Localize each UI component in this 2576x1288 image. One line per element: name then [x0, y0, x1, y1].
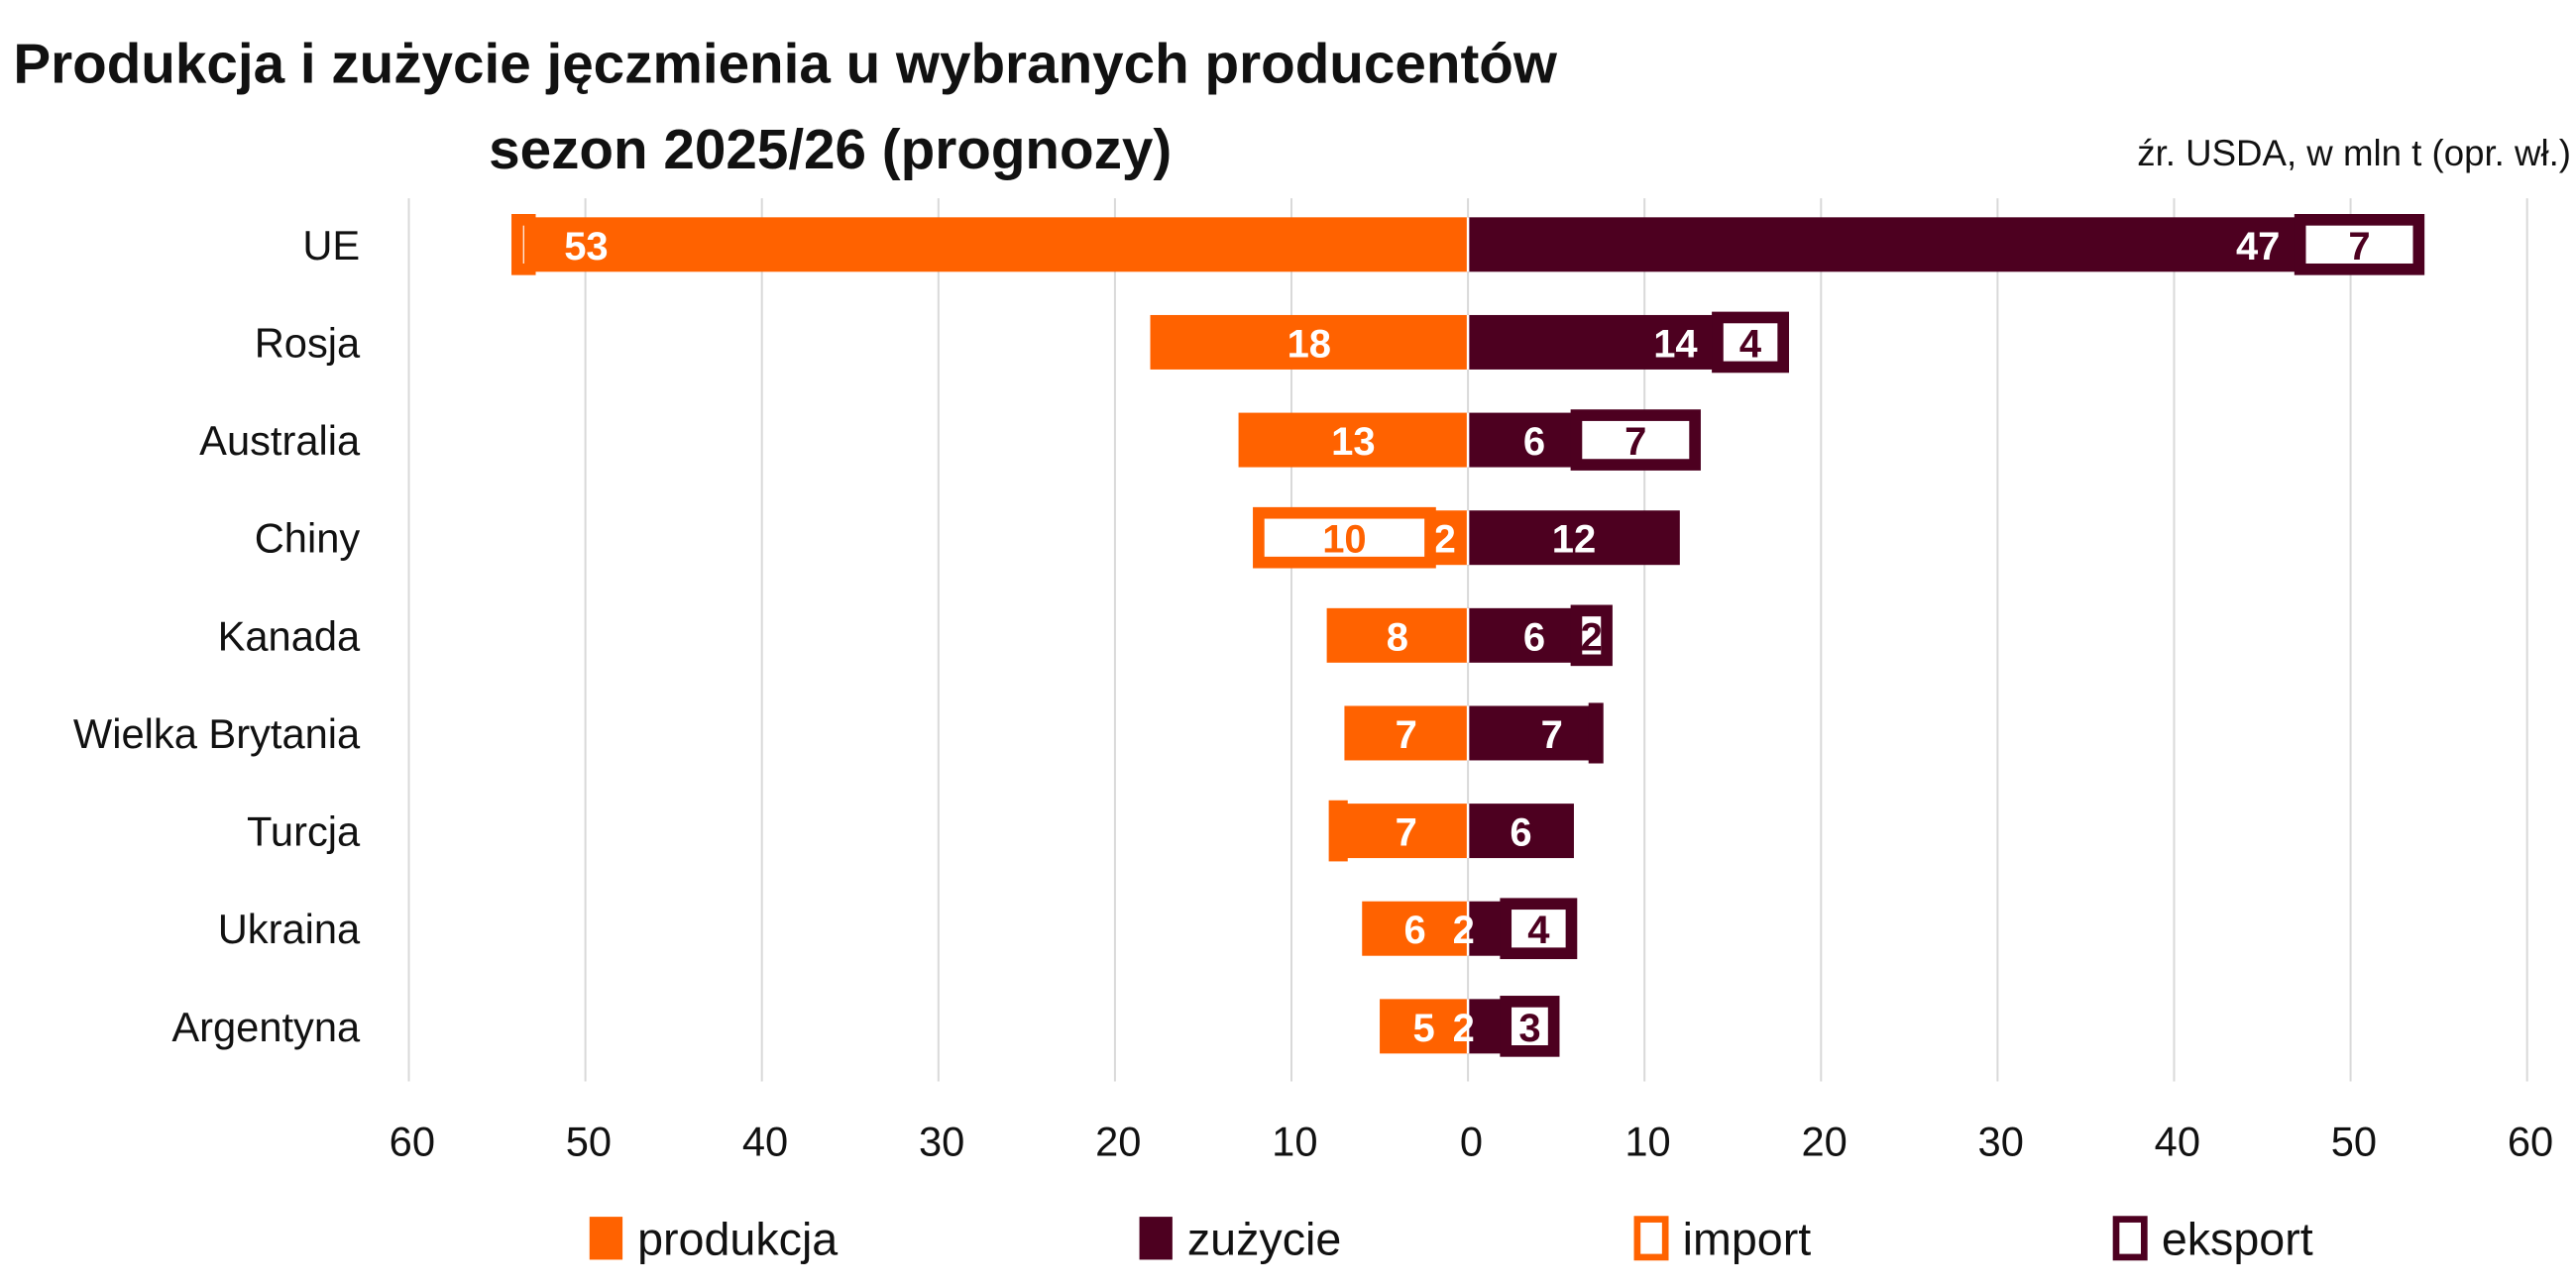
legend-swatch-zużycie — [1139, 1217, 1173, 1260]
category-label: Rosja — [255, 319, 361, 366]
data-label-zużycie: 47 — [2236, 225, 2280, 268]
x-tick-label: 60 — [2508, 1118, 2553, 1164]
bar-produkcja — [1150, 314, 1469, 370]
x-tick-label: 30 — [1978, 1118, 2024, 1164]
legend-label-produkcja: produkcja — [637, 1213, 838, 1264]
data-label-produkcja: 7 — [1396, 811, 1417, 855]
x-tick-label: 60 — [390, 1118, 435, 1164]
data-label-zużycie: 2 — [1453, 909, 1475, 952]
x-tick-label: 10 — [1272, 1118, 1317, 1164]
bar-import — [511, 214, 536, 275]
data-label-zużycie: 6 — [1523, 420, 1545, 464]
legend-swatch-produkcja — [589, 1217, 623, 1260]
category-label: Argentyna — [171, 1004, 361, 1050]
x-tick-label: 0 — [1460, 1118, 1483, 1164]
category-label: Turcja — [247, 808, 361, 855]
data-label-eksport: 2 — [1581, 615, 1603, 659]
bar-produkcja — [1238, 412, 1469, 468]
bar-zużycie — [1468, 314, 1716, 370]
data-label-import: 10 — [1322, 518, 1366, 562]
bar-produkcja — [1362, 901, 1469, 956]
category-label: Chiny — [255, 515, 361, 562]
category-label: Ukraina — [218, 906, 361, 952]
x-tick-label: 10 — [1624, 1118, 1670, 1164]
data-label-zużycie: 2 — [1453, 1007, 1475, 1050]
data-label-zużycie: 7 — [1541, 713, 1563, 757]
legend-swatch-eksport — [2112, 1216, 2148, 1261]
chart-subtitle: sezon 2025/26 (prognozy) — [489, 119, 1172, 181]
data-label-zużycie: 6 — [1510, 811, 1531, 855]
data-label-zużycie: 12 — [1552, 518, 1596, 562]
bar-zużycie — [1468, 607, 1574, 663]
bar-zużycie — [1468, 412, 1574, 468]
data-label-zużycie: 6 — [1523, 615, 1545, 659]
x-tick-label: 20 — [1801, 1118, 1847, 1164]
legend-label-import: import — [1683, 1213, 1812, 1264]
x-tick-label: 50 — [2331, 1118, 2377, 1164]
category-label: Australia — [199, 417, 361, 464]
legend-label-zużycie: zużycie — [1187, 1213, 1341, 1264]
bar-produkcja — [1380, 999, 1469, 1054]
data-label-produkcja: 18 — [1288, 322, 1331, 366]
bar-produkcja — [532, 217, 1469, 272]
data-label-eksport: 4 — [1527, 909, 1550, 952]
x-tick-label: 20 — [1095, 1118, 1141, 1164]
x-tick-label: 30 — [919, 1118, 964, 1164]
bar-zużycie — [1468, 901, 1504, 956]
bar-produkcja — [1326, 607, 1469, 663]
bar-produkcja — [1432, 510, 1469, 566]
bar-zużycie — [1468, 804, 1574, 859]
chart-source: źr. USDA, w mln t (opr. wł.) — [2137, 133, 2571, 173]
x-tick-label: 40 — [742, 1118, 788, 1164]
data-label-produkcja: 53 — [564, 225, 608, 268]
data-label-eksport: 7 — [1624, 420, 1646, 464]
data-label-produkcja: 13 — [1331, 420, 1375, 464]
data-label-produkcja: 2 — [1434, 518, 1456, 562]
bar-eksport — [1500, 996, 1560, 1057]
bar-eksport — [1570, 604, 1613, 667]
bar-import — [1328, 800, 1348, 862]
bar-zużycie — [1468, 705, 1592, 761]
bar-zużycie — [1468, 999, 1504, 1054]
bar-produkcja — [1344, 804, 1469, 859]
legend-swatch-import — [1633, 1216, 1669, 1261]
bar-produkcja — [1344, 705, 1469, 761]
data-label-zużycie: 14 — [1653, 322, 1698, 366]
legend-label-eksport: eksport — [2162, 1213, 2313, 1264]
x-tick-label: 50 — [566, 1118, 612, 1164]
bar-eksport — [1712, 311, 1790, 374]
data-label-produkcja: 7 — [1396, 713, 1417, 757]
category-label: UE — [302, 222, 360, 268]
bar-import — [1253, 506, 1436, 569]
bar-zużycie — [1468, 510, 1680, 566]
data-label-eksport: 4 — [1739, 322, 1762, 366]
data-label-produkcja: 6 — [1404, 909, 1426, 952]
data-label-eksport: 3 — [1518, 1007, 1540, 1050]
data-label-produkcja: 8 — [1387, 615, 1408, 659]
category-label: Kanada — [218, 612, 361, 659]
bar-eksport — [1570, 409, 1701, 471]
data-label-produkcja: 5 — [1412, 1007, 1434, 1050]
chart-title: Produkcja i zużycie jęczmienia u wybrany… — [13, 34, 1558, 96]
bar-eksport — [1500, 898, 1578, 960]
bar-eksport — [2294, 214, 2425, 275]
bar-zużycie — [1468, 217, 2298, 272]
x-tick-label: 40 — [2155, 1118, 2200, 1164]
data-label-eksport: 7 — [2348, 225, 2370, 268]
category-label: Wielka Brytania — [73, 710, 361, 757]
bar-eksport — [1588, 702, 1604, 764]
